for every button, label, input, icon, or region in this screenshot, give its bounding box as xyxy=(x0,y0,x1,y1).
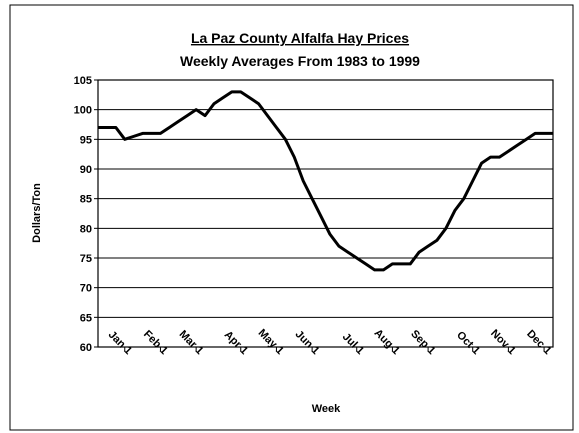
x-tick-label: Oct 1 xyxy=(454,329,482,357)
frame xyxy=(9,4,574,431)
x-tick-label: Jul 1 xyxy=(340,331,366,357)
x-tick-label: Feb 1 xyxy=(141,328,170,357)
x-tick-label: May 1 xyxy=(256,327,286,357)
x-tick-label: Nov 1 xyxy=(488,327,518,357)
chart-title: La Paz County Alfalfa Hay Prices xyxy=(191,30,409,46)
line xyxy=(98,90,553,272)
y-tick-label: 65 xyxy=(80,312,92,324)
y-tick-label: 95 xyxy=(80,134,92,146)
x-tick-label: Jan 1 xyxy=(106,329,134,357)
y-tick-label: 105 xyxy=(74,75,92,87)
y-tick-label: 75 xyxy=(80,253,92,265)
x-tick-label: Sep 1 xyxy=(408,328,437,357)
y-tick-label: 90 xyxy=(80,164,92,176)
y-tick-label: 85 xyxy=(80,194,92,206)
y-tick-label: 70 xyxy=(80,283,92,295)
plot-area xyxy=(97,79,554,348)
x-tick-label: Dec 1 xyxy=(524,328,553,357)
y-tick-label: 100 xyxy=(74,105,92,117)
y-tick-label: 60 xyxy=(80,342,92,354)
x-tick-label: Aug 1 xyxy=(372,327,402,357)
x-tick-label: Apr 1 xyxy=(222,329,250,357)
y-tick-label: 80 xyxy=(80,223,92,235)
x-axis-label: Week xyxy=(312,403,341,415)
chart-subtitle: Weekly Averages From 1983 to 1999 xyxy=(180,53,420,69)
x-tick-label: Jun 1 xyxy=(293,328,322,357)
x-tick-label: Mar 1 xyxy=(177,328,206,357)
y-axis-label: Dollars/Ton xyxy=(31,183,43,243)
